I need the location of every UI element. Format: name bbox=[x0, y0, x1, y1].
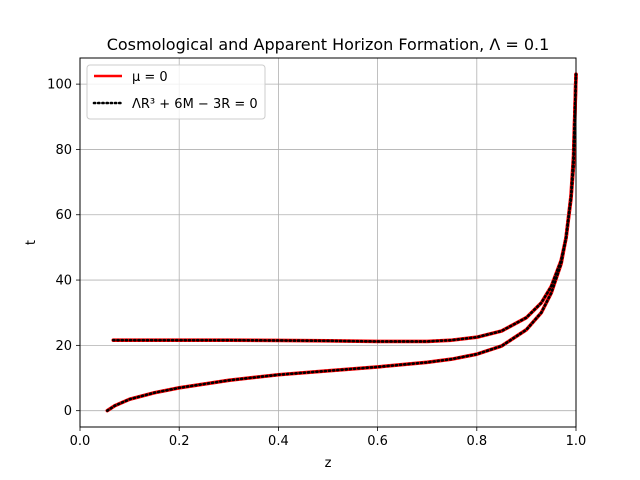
y-axis-label: t bbox=[24, 240, 39, 245]
y-tick-label: 60 bbox=[55, 208, 72, 223]
x-tick-label: 1.0 bbox=[566, 434, 587, 449]
x-tick-label: 0.2 bbox=[169, 434, 190, 449]
y-tick-label: 20 bbox=[55, 339, 72, 354]
series-lines bbox=[105, 72, 578, 413]
legend-box bbox=[86, 64, 266, 120]
series-cubic-condition-branch-lower bbox=[105, 73, 578, 412]
legend-label-mu-zero: μ = 0 bbox=[132, 70, 168, 85]
legend: μ = 0 ΛR³ + 6M − 3R = 0 bbox=[86, 64, 266, 120]
series-mu-zero-branch-lower bbox=[105, 72, 578, 413]
x-tick-label: 0.0 bbox=[70, 434, 91, 449]
chart-title: Cosmological and Apparent Horizon Format… bbox=[107, 35, 550, 54]
y-tick-label: 80 bbox=[55, 143, 72, 158]
axis-ticks: 0.0 0.2 0.4 0.6 0.8 1.0 0 20 40 60 80 100 bbox=[47, 78, 586, 449]
y-tick-label: 40 bbox=[55, 274, 72, 289]
plot-frame bbox=[79, 57, 577, 428]
x-tick-label: 0.8 bbox=[466, 434, 487, 449]
x-axis-label: z bbox=[325, 456, 332, 471]
x-tick-label: 0.6 bbox=[367, 434, 388, 449]
x-tick-label: 0.4 bbox=[268, 434, 289, 449]
y-tick-label: 100 bbox=[47, 78, 72, 93]
legend-label-cubic-condition: ΛR³ + 6M − 3R = 0 bbox=[132, 97, 258, 112]
y-tick-label: 0 bbox=[64, 404, 72, 419]
